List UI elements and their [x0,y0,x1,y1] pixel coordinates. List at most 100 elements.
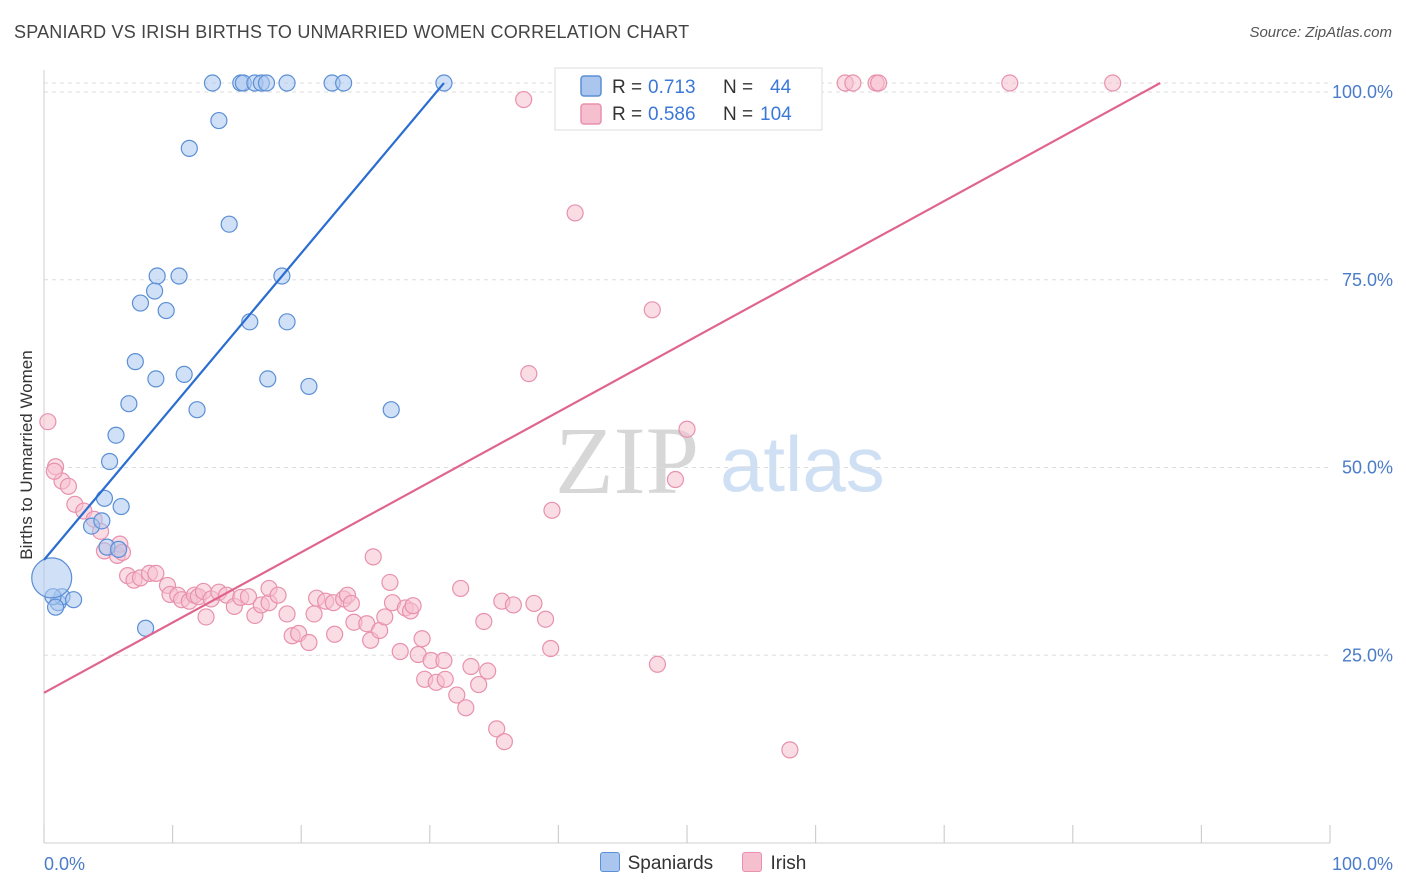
spaniards-point [259,370,277,388]
irish-point [59,477,78,495]
irish-point [269,586,287,604]
spaniards-point [148,267,166,285]
irish-point [648,655,667,673]
axes [43,70,1331,844]
spaniards-point [93,512,111,530]
irish-point [870,74,888,92]
spaniards-point [107,426,125,444]
irish-point [305,605,323,623]
spaniards-point [170,267,188,285]
irish-point [470,675,488,694]
irish-point [278,605,296,623]
legend-n-label-2: N = [723,104,753,125]
spaniards-point [278,74,296,92]
irish-point [542,639,560,658]
spaniards-point [131,294,150,312]
spaniards-point [147,370,165,388]
spaniards-point [180,139,198,157]
watermark-atlas: atlas [720,420,885,508]
irish-point [376,608,394,626]
tick-labels: 25.0% 50.0% 75.0% 100.0% 0.0% 100.0% [44,82,1393,874]
legend-item-irish: Irish [742,852,806,875]
x-tick-label: 100.0% [1332,854,1393,874]
irish-point [643,301,661,319]
irish-point [413,630,431,648]
irish-point [197,608,215,626]
irish-point [452,579,470,598]
irish-point [536,610,555,628]
spaniards-points [31,74,453,637]
irish-point [381,573,399,592]
y-tick-label: 100.0% [1332,82,1393,102]
legend-swatch-spaniards [580,75,602,97]
irish-point [391,642,409,661]
trend-lines [43,82,1161,694]
legend-r-label-2: R = [612,104,642,125]
legend-n-value-2: 104 [760,104,792,125]
irish-point [435,651,453,670]
irish-point [566,204,584,222]
y-tick-label: 75.0% [1342,270,1393,290]
irish-point [844,74,862,92]
x-tick-label: 0.0% [44,854,85,874]
spaniards-point [157,301,175,320]
irish-point [479,662,497,680]
spaniards-point [95,489,114,507]
irish-point [326,625,344,643]
irish-point [781,741,799,759]
irish-point [436,670,454,688]
irish-point [475,612,493,631]
irish-point [448,686,466,704]
spaniards-point [46,598,65,616]
irish-point [300,633,318,652]
spaniards-point [175,365,193,383]
irish-point [520,365,538,383]
spaniards-point [278,313,296,331]
irish-point [666,470,685,489]
irish-point [543,501,561,519]
irish-point [462,657,480,676]
spaniards-point [109,540,128,558]
spaniards-point [257,74,276,92]
irish-point [1001,74,1019,92]
irish-point [39,413,57,431]
chart-title: SPANIARD VS IRISH BIRTHS TO UNMARRIED WO… [14,22,690,42]
legend-r-label-1: R = [612,77,642,98]
legend-r-value-1: 0.713 [648,77,696,98]
source-label: Source: ZipAtlas.com [1249,24,1392,41]
legend-swatch [742,852,763,872]
legend-item-spaniards: Spaniards [599,852,713,875]
legend-n-label-1: N = [723,77,753,98]
irish-point [364,548,382,566]
spaniards-point [382,401,400,419]
spaniards-point [31,557,73,599]
irish-point [495,733,513,751]
irish-point [342,594,360,613]
irish-point [404,597,422,615]
irish-point [525,594,543,613]
spaniards-point [120,395,138,413]
legend-r-value-2: 0.586 [648,104,696,125]
spaniards-point [126,353,144,371]
watermark: ZIP atlas [555,407,885,514]
spaniards-point [210,111,228,130]
irish-point [488,720,506,738]
watermark-zip: ZIP [555,407,699,514]
spaniards-point [188,401,206,419]
spaniards-point [64,591,83,609]
spaniards-trend-line [43,82,445,561]
irish-point [678,420,696,438]
irish-point [515,90,533,109]
spaniards-point [112,497,130,516]
bottom-legend: Spaniards Irish [0,852,1406,875]
legend-label-irish: Irish [770,853,807,874]
irish-point [45,462,63,480]
irish-point [457,699,475,717]
spaniards-point [203,74,222,92]
irish-point [504,596,522,614]
stats-legend: R = 0.713 N = 44 R = 0.586 N = 104 [554,67,823,131]
spaniards-point [100,452,119,471]
legend-swatch [599,852,620,872]
spaniards-point [220,215,238,233]
